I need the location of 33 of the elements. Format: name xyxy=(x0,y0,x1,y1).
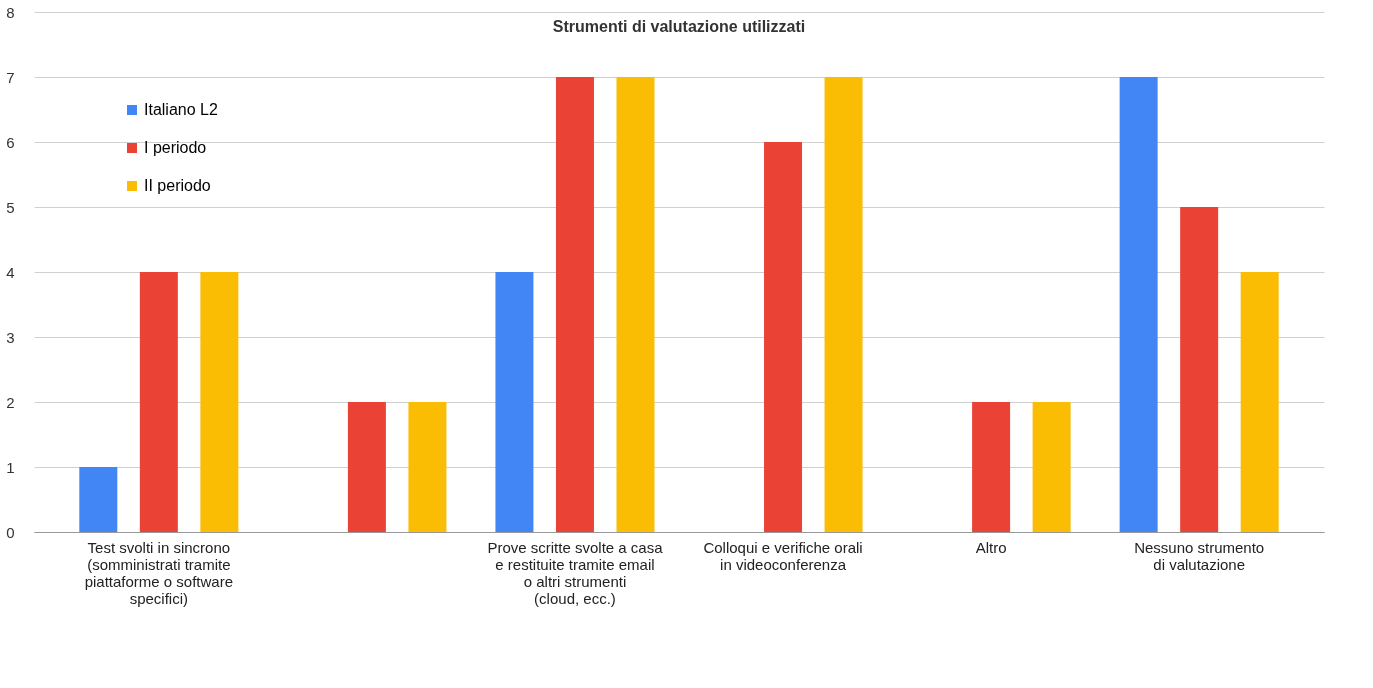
x-tick-label: Test svolti in sincrono (somministrati tramite piattaforme o software specifici) xyxy=(84,538,234,607)
bar xyxy=(555,77,594,532)
bar xyxy=(1180,207,1219,532)
legend-label: Italiano L2 xyxy=(144,101,218,118)
legend-label: I periodo xyxy=(144,139,207,156)
bar xyxy=(972,402,1011,532)
bar xyxy=(408,402,447,532)
legend-label: II periodo xyxy=(144,177,211,194)
x-tick-label: Altro xyxy=(975,538,1007,556)
bar xyxy=(200,272,239,532)
bar xyxy=(764,142,803,532)
bar xyxy=(495,272,534,532)
bar xyxy=(1119,77,1158,532)
chart-title: Strumenti di valutazione utilizzati xyxy=(552,18,806,35)
y-tick-label: 1 xyxy=(6,458,15,476)
y-tick-label: 3 xyxy=(6,328,15,346)
y-tick-label: 7 xyxy=(6,68,15,86)
bar xyxy=(139,272,178,532)
y-tick-label: 0 xyxy=(6,523,15,541)
y-tick-label: 6 xyxy=(6,133,15,151)
bar xyxy=(616,77,655,532)
x-tick-label: Nessuno strumento di valutazione xyxy=(1134,538,1265,573)
bar xyxy=(1032,402,1071,532)
bar xyxy=(79,467,118,532)
y-tick-label: 2 xyxy=(6,393,15,411)
y-tick-label: 5 xyxy=(6,198,15,216)
bar xyxy=(1240,272,1279,532)
bar xyxy=(347,402,386,532)
bar xyxy=(824,77,863,532)
x-tick-label: Colloqui e verifiche orali in videoconferenza xyxy=(703,538,863,573)
y-tick-label: 4 xyxy=(6,263,15,281)
x-tick-label: Prove scritte svolte a casa e restituite tramite email o altri strumenti (cloud, ecc.) xyxy=(487,538,664,607)
y-tick-label: 8 xyxy=(6,3,15,21)
